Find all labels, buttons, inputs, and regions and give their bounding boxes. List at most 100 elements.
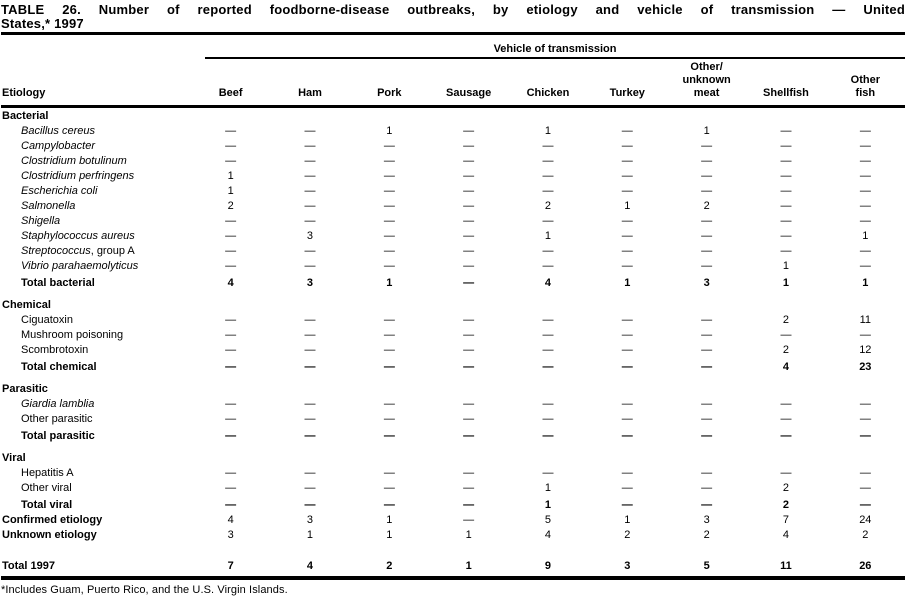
table-cell: — (701, 260, 713, 272)
row-label: Clostridium botulinum (21, 155, 127, 167)
table-cell: 3 (227, 529, 234, 541)
table-cell (508, 444, 587, 466)
table-cell: — (383, 245, 395, 257)
row-label: Clostridium perfringens (21, 170, 135, 182)
table-cell: — (304, 215, 316, 227)
table-row: Hepatitis A — — — — — — — — — (1, 466, 905, 481)
table-cell (429, 375, 508, 397)
table-cell: — (621, 344, 633, 356)
table-cell: 5 (544, 514, 552, 526)
table-cell: — (621, 170, 633, 182)
table-cell: 1 (227, 185, 234, 197)
table-cell (270, 107, 349, 125)
table-cell: — (463, 314, 475, 326)
table-cell: 4 (227, 514, 234, 526)
table-cell: — (859, 245, 871, 257)
table-cell: — (780, 125, 792, 137)
table-cell: — (859, 185, 871, 197)
table-cell: 1 (624, 277, 631, 289)
table-cell: — (383, 430, 395, 442)
table-cell: — (780, 140, 792, 152)
row-label: Ciguatoxin (21, 314, 73, 326)
table-cell: — (383, 398, 395, 410)
table-cell (191, 107, 270, 125)
table-cell (746, 444, 825, 466)
table-title-line-2: States,* 1997 (1, 16, 84, 31)
table-cell: — (304, 170, 316, 182)
table-cell: — (701, 430, 713, 442)
table-cell: — (463, 230, 475, 242)
row-label: Total chemical (21, 361, 97, 373)
table-cell: — (225, 140, 237, 152)
table-cell: — (463, 245, 475, 257)
table-cell: — (701, 185, 713, 197)
table-cell: 3 (306, 277, 314, 289)
table-cell (270, 375, 349, 397)
table-cell (191, 291, 270, 313)
row-label: Confirmed etiology (2, 514, 103, 526)
row-label: Giardia lamblia (21, 398, 95, 410)
table-cell: — (780, 245, 792, 257)
table-cell (429, 291, 508, 313)
table-cell: — (859, 170, 871, 182)
table-cell: — (859, 398, 871, 410)
outbreaks-table: Vehicle of transmission Etiology Beef Ha… (1, 35, 905, 580)
table-cell: — (463, 467, 475, 479)
table-cell: 2 (782, 499, 790, 511)
table-cell: 23 (859, 361, 872, 373)
table-cell: 11 (859, 314, 872, 326)
table-cell: — (542, 467, 554, 479)
table-cell: — (225, 344, 237, 356)
table-cell (508, 375, 587, 397)
table-cell (350, 375, 429, 397)
table-cell (191, 444, 270, 466)
table-cell: — (225, 245, 237, 257)
table-cell: — (383, 413, 395, 425)
table-row: Clostridium perfringens 1 — — — — — — — — (1, 169, 905, 184)
table-cell (588, 375, 667, 397)
table-cell: — (463, 398, 475, 410)
table-cell: — (859, 499, 871, 511)
column-header-etiology: Etiology (1, 59, 191, 108)
table-cell: 1 (386, 277, 393, 289)
table-cell: — (621, 230, 633, 242)
table-cell: — (304, 245, 316, 257)
table-cell: — (780, 430, 792, 442)
table-cell: 4 (270, 543, 350, 580)
table-cell: — (225, 398, 237, 410)
table-row: Clostridium botulinum — — — — — — — — — (1, 154, 905, 169)
table-cell: 2 (782, 314, 790, 326)
table-cell: — (383, 482, 395, 494)
table-cell: — (621, 499, 633, 511)
table-cell (429, 107, 508, 125)
row-label: Streptococcus, group A (21, 245, 135, 257)
table-cell: 1 (624, 200, 631, 212)
table-cell: — (225, 413, 237, 425)
table-cell: — (383, 314, 395, 326)
row-label: Shigella (21, 215, 61, 227)
table-cell: 1 (227, 170, 234, 182)
table-row: Other viral — — — — 1 — — 2 — (1, 481, 905, 496)
column-header-beef: Beef (191, 59, 271, 108)
table-row: Viral (1, 444, 905, 466)
table-cell: — (304, 329, 316, 341)
table-cell: — (859, 329, 871, 341)
table-cell: 11 (746, 543, 826, 580)
table-cell: 12 (859, 344, 872, 356)
table-cell: — (621, 430, 633, 442)
table-row: Shigella — — — — — — — — — (1, 214, 905, 229)
table-row: Other parasitic — — — — — — — — — (1, 412, 905, 427)
table-cell: 4 (544, 277, 552, 289)
table-cell (826, 375, 905, 397)
table-cell: — (621, 245, 633, 257)
table-cell: — (225, 215, 237, 227)
table-cell: — (463, 361, 475, 373)
table-cell: — (621, 140, 633, 152)
table-cell: — (463, 413, 475, 425)
row-label: Hepatitis A (21, 467, 74, 479)
row-label: Viral (2, 452, 26, 464)
table-cell: — (304, 125, 316, 137)
table-title: TABLE 26. Number of reported foodborne-d… (1, 3, 905, 35)
table-cell: — (304, 398, 316, 410)
table-cell: — (304, 467, 316, 479)
